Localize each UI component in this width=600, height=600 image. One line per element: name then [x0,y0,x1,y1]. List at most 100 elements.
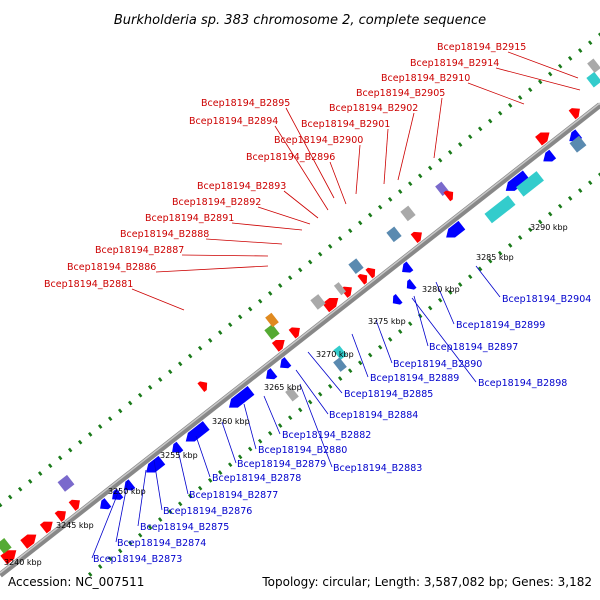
tick-mark [307,399,313,405]
tick-mark [547,211,553,217]
leader-line [329,161,347,205]
kbp-label: 3275 kbp [368,317,406,326]
leader-line [195,435,211,478]
tick-mark [477,266,483,272]
tick-mark [467,274,473,280]
tick-mark [187,353,193,359]
leader-line [153,459,163,511]
tick-mark [87,572,93,577]
forward-gene-arrow [410,231,422,243]
forward-gene-arrow [271,339,285,352]
gene-label: Bcep18194_B2873 [93,554,182,565]
leader-line [155,265,269,273]
gene-label: Bcep18194_B2890 [393,359,482,370]
tick-mark [127,400,133,406]
tick-mark [397,189,403,194]
leader-line [495,67,581,91]
gene-label: Bcep18194_B2914 [410,58,499,69]
tick-mark [537,79,543,85]
forward-gene-arrow [0,550,17,565]
tick-mark [127,540,133,546]
summary-text: Topology: circular; Length: 3,587,082 bp… [261,575,592,589]
gene-label: Bcep18194_B2899 [456,320,545,331]
gene-label: Bcep18194_B2884 [329,410,418,421]
tick-mark [517,95,523,100]
tick-mark [117,408,123,414]
gene-box-gray [400,205,416,222]
gene-label: Bcep18194_B2889 [370,373,459,384]
leader-line [351,333,369,378]
leader-line [397,112,415,181]
gene-box-cyan [484,195,516,224]
reverse-gene-labels: Bcep18194_B2904 Bcep18194_B2899 Bcep1819… [93,294,591,565]
backbone [0,102,600,578]
tick-mark [247,446,253,452]
reverse-gene-arrow [280,357,292,369]
tick-mark [277,283,283,288]
kbp-label: 3260 kbp [212,417,250,426]
forward-gene-arrow [54,510,66,522]
tick-mark [377,204,383,210]
tick-mark [427,165,433,171]
tick-mark [377,344,383,350]
reverse-gene-arrow [266,368,278,380]
gene-label: Bcep18194_B2883 [333,463,422,474]
tick-mark [597,172,600,178]
gene-label: Bcep18194_B2902 [329,103,418,114]
tick-mark [327,244,333,249]
tick-mark [187,493,193,499]
kbp-label: 3290 kbp [530,223,568,232]
gene-label: Bcep18194_B2891 [145,213,234,224]
leader-line [263,395,281,435]
gene-label: Bcep18194_B2892 [172,197,261,208]
tick-mark [337,236,343,241]
tick-mark [317,251,323,257]
tick-mark [407,181,413,187]
gene-label: Bcep18194_B2900 [274,135,363,146]
tick-mark [277,423,283,428]
leader-line [274,125,329,211]
gene-box-green [264,324,280,340]
gene-label: Bcep18194_B2895 [201,98,290,109]
tick-mark [487,118,493,124]
tick-mark [587,180,593,186]
leader-line [295,369,329,415]
reverse-gene-arrow [402,261,414,273]
tick-mark [67,447,73,453]
tick-mark [407,321,413,327]
leader-line [411,297,477,383]
tick-mark [167,369,173,375]
gene-label: Bcep18194_B2894 [189,116,278,127]
leader-line [285,107,335,199]
gene-label: Bcep18194_B2877 [189,490,278,501]
tick-mark [447,150,453,155]
gene-label: Bcep18194_B2879 [237,459,326,470]
gene-label: Bcep18194_B2875 [140,522,229,533]
gene-label: Bcep18194_B2882 [282,430,371,441]
tick-mark [457,282,463,287]
forward-gene-arrow [535,132,550,146]
leader-line [181,254,269,257]
reverse-gene-arrow [185,421,210,442]
gene-box-gray [285,387,299,402]
tick-mark [117,548,123,554]
leader-line [221,421,237,464]
leader-line [433,97,443,159]
forward-gene-arrow [288,327,300,339]
tick-mark [147,385,153,390]
tick-mark [167,509,173,515]
gene-label: Bcep18194_B2881 [44,279,133,290]
gene-box-gray [333,282,347,296]
tick-mark [177,501,183,507]
forward-gene-arrow [357,274,368,285]
tick-mark [397,329,403,334]
tick-mark [7,494,13,500]
tick-mark [517,235,523,240]
gene-label: Bcep18194_B2915 [437,42,526,53]
gene-label: Bcep18194_B2893 [197,181,286,192]
gene-box-gray [587,58,600,73]
leader-line [383,128,389,185]
gene-label: Bcep18194_B2888 [120,229,209,240]
kbp-scale-labels: 3240 kbp 3245 kbp 3250 kbp 3255 kbp 3260… [4,223,568,567]
forward-gene-arrow [39,521,53,534]
